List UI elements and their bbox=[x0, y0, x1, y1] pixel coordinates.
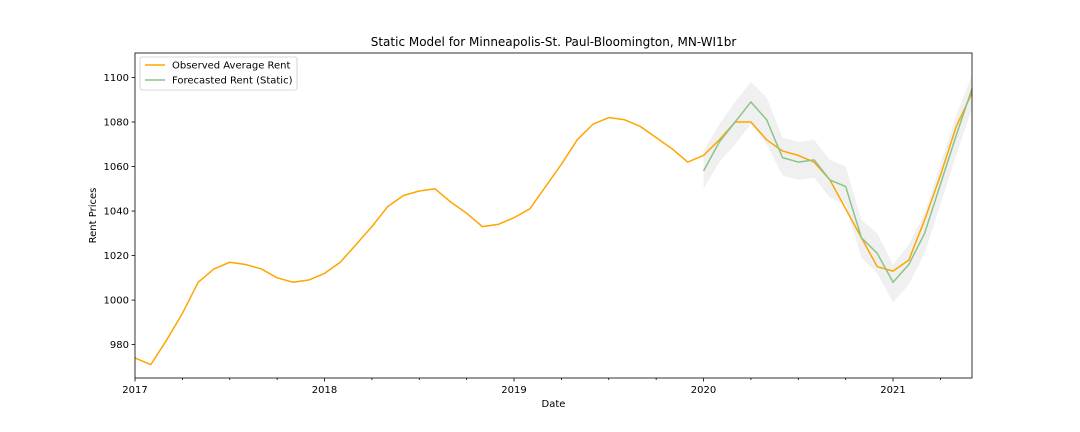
series-layer bbox=[134, 88, 973, 366]
y-tick-label: 1000 bbox=[104, 296, 129, 307]
series-line-forecast bbox=[702, 88, 973, 284]
x-tick-label: 2017 bbox=[122, 385, 147, 396]
legend-label-observed: Observed Average Rent bbox=[172, 61, 291, 72]
series-line-observed bbox=[134, 92, 973, 366]
x-tick-label: 2020 bbox=[691, 385, 716, 396]
x-tick-label: 2019 bbox=[501, 385, 526, 396]
x-axis: 2017 2018 2019 2020 2021 bbox=[122, 378, 941, 396]
x-tick-label: 2021 bbox=[880, 385, 905, 396]
y-tick-label: 1100 bbox=[104, 73, 129, 84]
y-tick-label: 980 bbox=[110, 340, 129, 351]
y-axis-label: Rent Prices bbox=[88, 188, 99, 244]
legend-box bbox=[139, 56, 298, 91]
y-tick-label: 1080 bbox=[104, 118, 129, 129]
legend: Observed Average Rent Forecasted Rent (S… bbox=[139, 56, 298, 91]
confidence-band bbox=[703, 75, 972, 303]
y-tick-label: 1040 bbox=[104, 207, 129, 218]
legend-label-forecast: Forecasted Rent (Static) bbox=[172, 76, 293, 87]
plot-frame bbox=[134, 52, 973, 379]
x-tick-label: 2018 bbox=[312, 385, 337, 396]
confidence-band-layer bbox=[703, 75, 972, 303]
y-tick-label: 1020 bbox=[104, 251, 129, 262]
x-axis-label: Date bbox=[542, 399, 566, 410]
y-tick-label: 1060 bbox=[104, 162, 129, 173]
chart-title: Static Model for Minneapolis-St. Paul-Bl… bbox=[371, 35, 737, 49]
y-axis: 980 1000 1020 1040 1060 1080 1100 bbox=[104, 73, 135, 351]
